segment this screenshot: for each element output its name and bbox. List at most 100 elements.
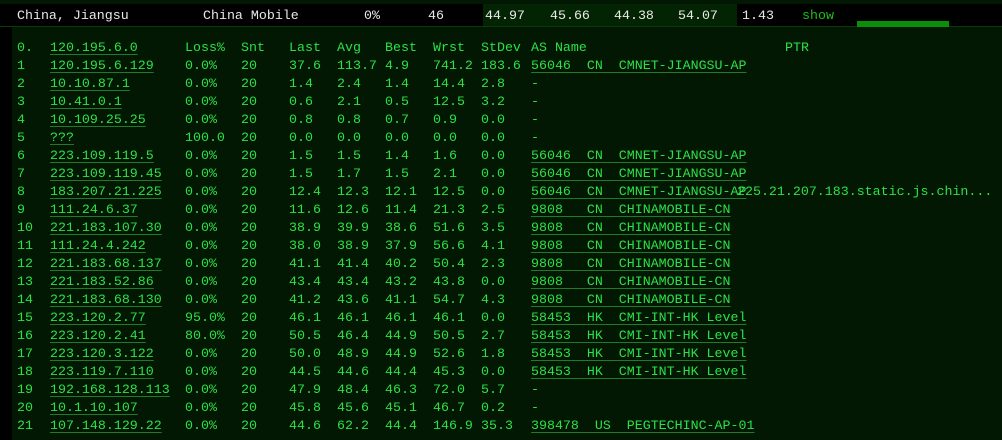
hop-best: 44.4 [385,418,417,433]
hop-stdev: 0.0 [481,112,505,127]
hop-sent: 20 [241,238,257,253]
hop-sent: 20 [241,76,257,91]
hop-as-name[interactable]: 56046 CN CMNET-JIANGSU-AP [531,184,747,199]
hop-host[interactable]: 223.120.2.77 [50,310,146,325]
summary-best: 44.38 [614,8,654,23]
hop-avg: 43.4 [337,274,369,289]
hop-as-name[interactable]: 56046 CN CMNET-JIANGSU-AP [531,148,747,163]
hop-host[interactable]: 223.109.119.5 [50,148,154,163]
header-avg: Avg [337,40,361,55]
hop-worst: 52.6 [433,346,465,361]
hop-host[interactable]: 10.109.25.25 [50,112,146,127]
hop-host[interactable]: 221.183.68.137 [50,256,162,271]
hop-sent: 20 [241,220,257,235]
hop-best: 41.1 [385,292,417,307]
hop-host[interactable]: 107.148.129.22 [50,418,162,433]
hop-index: 6 [17,148,25,163]
hop-worst: 51.6 [433,220,465,235]
hop-as-name[interactable]: 56046 CN CMNET-JIANGSU-AP [531,58,747,73]
table-row: 1 120.195.6.129 0.0% 20 37.6 113.7 4.9 741.2 183… [0,58,1002,76]
header-host[interactable]: 120.195.6.0 [50,40,138,55]
hop-as-name[interactable]: 58453 HK CMI-INT-HK Level [531,346,747,361]
hop-host[interactable]: 223.120.2.41 [50,328,146,343]
hop-avg: 48.9 [337,346,369,361]
hop-sent: 20 [241,274,257,289]
hop-last: 1.5 [289,148,313,163]
hop-host[interactable]: 221.183.52.86 [50,274,154,289]
header-as: AS Name [531,40,587,55]
hop-last: 45.8 [289,400,321,415]
hop-as-name[interactable]: 58453 HK CMI-INT-HK Level [531,328,747,343]
hop-stdev: 2.7 [481,328,505,343]
table-row: 16 223.120.2.41 80.0% 20 50.5 46.4 44.9 50.5 2.7… [0,328,1002,346]
hop-ptr: 225.21.207.183.static.js.chin... [737,184,993,199]
hop-host[interactable]: 10.10.87.1 [50,76,130,91]
hop-host[interactable]: 221.183.107.30 [50,220,162,235]
hop-stdev: 0.2 [481,400,505,415]
hop-avg: 12.3 [337,184,369,199]
hop-as-name[interactable]: 9808 CN CHINAMOBILE-CN [531,202,731,217]
hop-host[interactable]: 223.120.3.122 [50,346,154,361]
hop-worst: 45.3 [433,364,465,379]
hop-as-name[interactable]: 58453 HK CMI-INT-HK Level [531,310,747,325]
hop-as-name[interactable]: 9808 CN CHINAMOBILE-CN [531,220,731,235]
hop-index: 5 [17,130,25,145]
hop-last: 46.1 [289,310,321,325]
hop-best: 44.9 [385,346,417,361]
hop-loss: 0.0% [185,76,217,91]
hop-as-name[interactable]: 9808 CN CHINAMOBILE-CN [531,238,731,253]
table-row: 7 223.109.119.45 0.0% 20 1.5 1.7 1.5 2.1 0.0 5604… [0,166,1002,184]
table-row: 21 107.148.129.22 0.0% 20 44.6 62.2 44.4 146.9 3… [0,418,1002,436]
hop-avg: 48.4 [337,382,369,397]
hop-host[interactable]: ??? [50,130,74,145]
hop-index: 9 [17,202,25,217]
hop-host[interactable]: 111.24.6.37 [50,202,138,217]
hop-host[interactable]: 223.109.119.45 [50,166,162,181]
hop-loss: 0.0% [185,238,217,253]
hop-host[interactable]: 10.1.10.107 [50,400,138,415]
hop-as-name[interactable]: 9808 CN CHINAMOBILE-CN [531,256,731,271]
hop-avg: 1.7 [337,166,361,181]
hop-avg: 2.4 [337,76,361,91]
table-row: 18 223.119.7.110 0.0% 20 44.5 44.6 44.4 45.3 0.0… [0,364,1002,382]
hop-host[interactable]: 192.168.128.113 [50,382,170,397]
hop-stdev: 0.0 [481,274,505,289]
hop-best: 1.4 [385,148,409,163]
hop-as-name[interactable]: 58453 HK CMI-INT-HK Level [531,364,747,379]
hop-last: 0.0 [289,130,313,145]
hop-index: 16 [17,328,33,343]
hop-host[interactable]: 120.195.6.129 [50,58,154,73]
hop-last: 0.8 [289,112,313,127]
hop-as-name[interactable]: 398478 US PEGTECHINC-AP-01 [531,418,755,433]
hop-sent: 20 [241,292,257,307]
hop-as-name[interactable]: 56046 CN CMNET-JIANGSU-AP [531,166,747,181]
hop-loss: 0.0% [185,418,217,433]
hop-as-name[interactable]: 9808 CN CHINAMOBILE-CN [531,274,731,289]
hop-sent: 20 [241,166,257,181]
table-row: 3 10.41.0.1 0.0% 20 0.6 2.1 0.5 12.5 3.2 - [0,94,1002,112]
hop-loss: 0.0% [185,202,217,217]
hop-loss: 0.0% [185,346,217,361]
hop-avg: 39.9 [337,220,369,235]
hop-loss: 80.0% [185,328,225,343]
hop-host[interactable]: 111.24.4.242 [50,238,146,253]
hop-last: 11.6 [289,202,321,217]
summary-stdev: 1.43 [742,8,774,23]
hop-sent: 20 [241,202,257,217]
hop-host[interactable]: 221.183.68.130 [50,292,162,307]
hop-as-name[interactable]: 9808 CN CHINAMOBILE-CN [531,292,731,307]
hop-host[interactable]: 10.41.0.1 [50,94,122,109]
hop-last: 50.0 [289,346,321,361]
hop-worst: 72.0 [433,382,465,397]
hop-sent: 20 [241,346,257,361]
hop-stdev: 0.0 [481,310,505,325]
hop-host[interactable]: 183.207.21.225 [50,184,162,199]
hop-worst: 1.6 [433,148,457,163]
hop-stdev: 4.3 [481,292,505,307]
hop-avg: 2.1 [337,94,361,109]
hop-host[interactable]: 223.119.7.110 [50,364,154,379]
mtr-table: 0. 120.195.6.0 Loss% Snt Last Avg Best W… [0,40,1002,436]
show-toggle[interactable]: show [802,8,834,23]
hop-loss: 0.0% [185,382,217,397]
hop-stdev: 2.8 [481,76,505,91]
